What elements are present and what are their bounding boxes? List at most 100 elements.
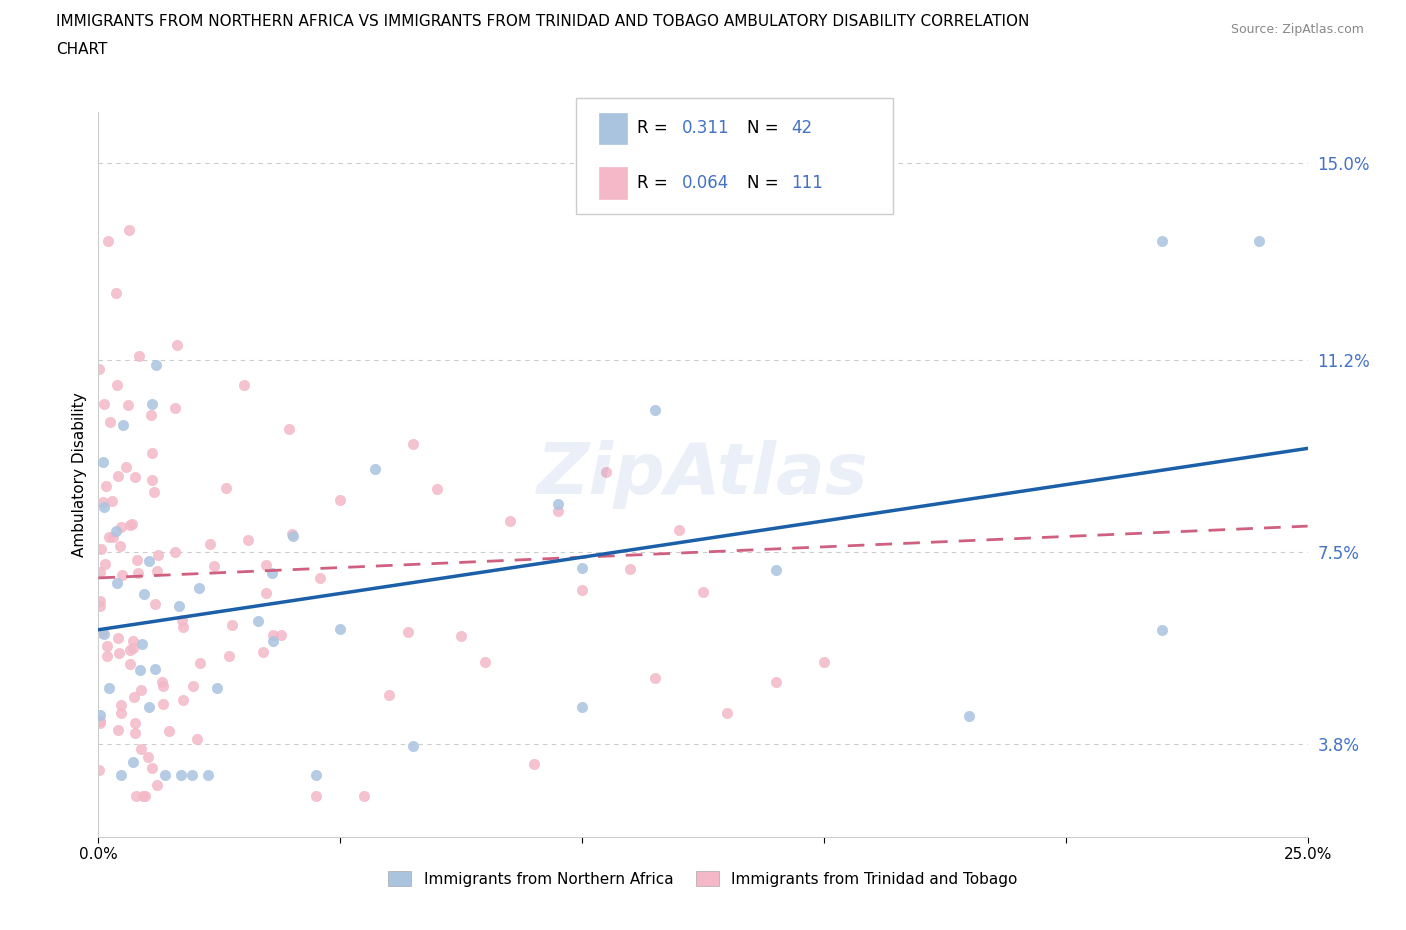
Point bbox=[89, 599, 111, 614]
Point bbox=[644, 403, 666, 418]
Point bbox=[198, 537, 221, 551]
Point bbox=[121, 517, 143, 532]
Point bbox=[197, 767, 219, 782]
Point bbox=[93, 455, 115, 470]
Point bbox=[143, 661, 166, 676]
Point bbox=[98, 414, 121, 429]
Point bbox=[1152, 622, 1174, 637]
Text: 42: 42 bbox=[792, 119, 813, 138]
Point bbox=[218, 648, 240, 663]
Point bbox=[111, 567, 134, 582]
Point bbox=[221, 618, 243, 632]
Text: R =: R = bbox=[637, 174, 668, 193]
Point bbox=[110, 767, 132, 782]
Point bbox=[141, 761, 163, 776]
Text: CHART: CHART bbox=[56, 42, 108, 57]
Point bbox=[165, 545, 187, 560]
Point bbox=[97, 681, 120, 696]
Point bbox=[136, 750, 159, 764]
Point bbox=[172, 620, 194, 635]
Text: ZipAtlas: ZipAtlas bbox=[537, 440, 869, 509]
Point bbox=[329, 621, 352, 636]
Point bbox=[122, 641, 145, 656]
Text: N =: N = bbox=[747, 174, 778, 193]
Point bbox=[644, 671, 666, 685]
Point bbox=[118, 657, 141, 671]
Point bbox=[127, 565, 149, 580]
Point bbox=[146, 548, 169, 563]
Point bbox=[172, 693, 194, 708]
Point bbox=[571, 583, 593, 598]
Point bbox=[110, 520, 132, 535]
Point bbox=[97, 233, 120, 248]
Point bbox=[150, 674, 173, 689]
Point bbox=[254, 586, 277, 601]
Point bbox=[252, 644, 274, 659]
Point bbox=[94, 556, 117, 571]
Point bbox=[138, 699, 160, 714]
Point bbox=[172, 612, 194, 627]
Point bbox=[141, 472, 163, 487]
Point bbox=[104, 524, 127, 538]
Point bbox=[262, 633, 284, 648]
Point bbox=[107, 469, 129, 484]
Point bbox=[498, 513, 520, 528]
Point bbox=[96, 639, 118, 654]
Point bbox=[188, 580, 211, 595]
Text: 111: 111 bbox=[792, 174, 824, 193]
Point bbox=[110, 706, 132, 721]
Point bbox=[153, 767, 176, 782]
Point bbox=[595, 465, 617, 480]
Point bbox=[262, 628, 284, 643]
Point bbox=[141, 396, 163, 411]
Point bbox=[1152, 233, 1174, 248]
Point bbox=[138, 553, 160, 568]
Point bbox=[668, 523, 690, 538]
Point bbox=[281, 528, 304, 543]
Point bbox=[107, 631, 129, 645]
Text: N =: N = bbox=[747, 119, 778, 138]
Point bbox=[215, 481, 238, 496]
Point bbox=[547, 497, 569, 512]
Text: Source: ZipAtlas.com: Source: ZipAtlas.com bbox=[1230, 23, 1364, 36]
Point bbox=[402, 436, 425, 451]
Point bbox=[426, 482, 449, 497]
Point bbox=[813, 654, 835, 669]
Point bbox=[233, 378, 256, 392]
Point bbox=[120, 643, 142, 658]
Point bbox=[108, 538, 131, 553]
Point bbox=[146, 777, 169, 792]
Point bbox=[124, 690, 146, 705]
Point bbox=[101, 530, 124, 545]
Text: 0.064: 0.064 bbox=[682, 174, 730, 193]
Point bbox=[329, 492, 352, 507]
Point bbox=[163, 401, 186, 416]
Point bbox=[129, 662, 152, 677]
Point bbox=[353, 788, 375, 803]
Point bbox=[105, 378, 128, 392]
Point bbox=[139, 407, 162, 422]
Point bbox=[93, 397, 115, 412]
Point bbox=[186, 731, 208, 746]
Point bbox=[94, 479, 117, 494]
Point bbox=[107, 723, 129, 737]
Point bbox=[89, 708, 111, 723]
Point bbox=[270, 628, 292, 643]
Point bbox=[402, 738, 425, 753]
Point bbox=[247, 614, 270, 629]
Point bbox=[181, 678, 204, 693]
Point bbox=[305, 788, 328, 803]
Point bbox=[128, 349, 150, 364]
Point bbox=[89, 593, 111, 608]
Text: IMMIGRANTS FROM NORTHERN AFRICA VS IMMIGRANTS FROM TRINIDAD AND TOBAGO AMBULATOR: IMMIGRANTS FROM NORTHERN AFRICA VS IMMIG… bbox=[56, 14, 1029, 29]
Point bbox=[108, 645, 131, 660]
Point bbox=[450, 629, 472, 644]
Point bbox=[91, 495, 114, 510]
Point bbox=[97, 529, 120, 544]
Point bbox=[180, 767, 202, 782]
Point bbox=[134, 788, 156, 803]
Point bbox=[305, 767, 328, 782]
Point bbox=[134, 587, 156, 602]
Point bbox=[202, 558, 225, 573]
Point bbox=[188, 656, 211, 671]
